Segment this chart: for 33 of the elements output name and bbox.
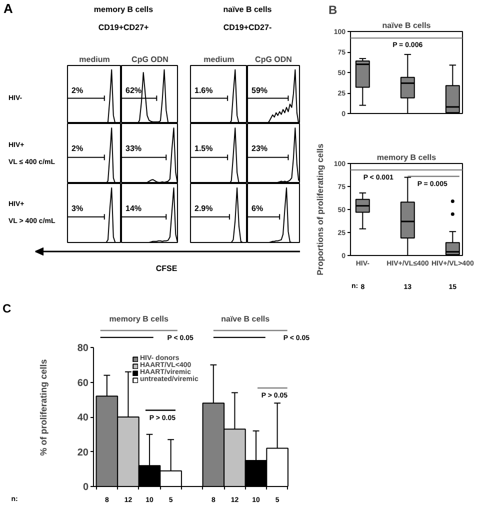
chart-title: medium bbox=[204, 55, 234, 64]
text: memory B cells bbox=[94, 5, 154, 14]
annotation: 14% bbox=[126, 204, 142, 213]
text: CD19+CD27+ bbox=[98, 23, 149, 32]
y-tick-label: 0 bbox=[82, 482, 89, 493]
annotation: 1.5% bbox=[194, 144, 213, 153]
annotation: 62% bbox=[126, 86, 142, 95]
chart-title: medium bbox=[79, 55, 110, 64]
text: B bbox=[328, 3, 338, 17]
y-tick-label: 80 bbox=[77, 343, 89, 354]
annotation: 2% bbox=[72, 144, 84, 153]
y-axis-title: Proportions of proliferating cells bbox=[314, 143, 325, 276]
annotation: 33% bbox=[126, 144, 142, 153]
chart-title: CpG ODN bbox=[132, 55, 169, 64]
annotation: 1.6% bbox=[194, 86, 213, 95]
annotation: 6% bbox=[252, 204, 264, 213]
text: CD19+CD27- bbox=[223, 23, 272, 32]
text: C bbox=[2, 302, 12, 316]
text: CFSE bbox=[156, 264, 178, 273]
y-tick-label: 60 bbox=[77, 378, 89, 389]
chart-title: CpG ODN bbox=[255, 55, 292, 64]
annotation: 23% bbox=[252, 144, 268, 153]
text: naïve B cells bbox=[223, 5, 272, 14]
annotation: 2.9% bbox=[194, 204, 213, 213]
annotation: 59% bbox=[252, 86, 268, 95]
y-axis-title: % of proliferating cells bbox=[38, 359, 48, 456]
y-tick-label: 40 bbox=[77, 412, 89, 424]
annotation: 3% bbox=[72, 204, 84, 213]
chart-title: memory B cells bbox=[376, 153, 437, 162]
chart-title: naïve B cells bbox=[382, 21, 432, 30]
y-tick-label: 20 bbox=[77, 447, 89, 458]
annotation: 2% bbox=[72, 86, 84, 95]
text: A bbox=[4, 1, 14, 16]
